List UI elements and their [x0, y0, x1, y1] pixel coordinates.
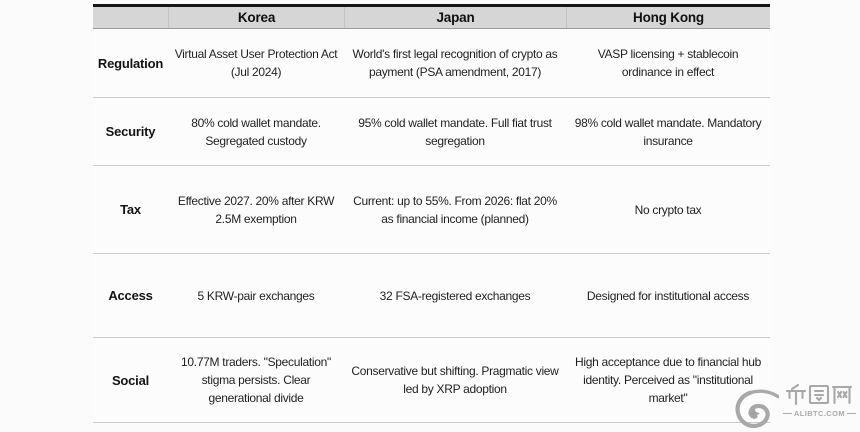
row-label-regulation: Regulation [97, 55, 164, 71]
watermark-site-name [786, 383, 853, 406]
cell-access-japan: 32 FSA-registered exchanges [379, 288, 531, 303]
cell-social-korea: 10.77M traders. "Speculation" stigma per… [181, 355, 331, 405]
cell-access-hong-kong: Designed for institutional access [586, 288, 750, 303]
dash-line [847, 413, 856, 414]
cell-regulation-hong-kong: VASP licensing + stablecoin ordinance in… [597, 47, 739, 79]
watermark-url: ALIBTC.COM [781, 409, 858, 418]
header-cell-hong-kong: Hong Kong [566, 7, 770, 28]
cell-access-korea: 5 KRW-pair exchanges [197, 288, 315, 303]
cell-tax-japan: Current: up to 55%. From 2026: flat 20% … [353, 193, 557, 226]
site-watermark: ALIBTC.COM [733, 383, 858, 431]
table-row-tax: Tax Effective 2027. 20% after KRW 2.5M e… [93, 166, 770, 254]
row-label-social: Social [111, 372, 150, 388]
cell-security-hong-kong: 98% cold wallet mandate. Mandatory insur… [574, 115, 762, 148]
table-row-regulation: Regulation Virtual Asset User Protection… [93, 29, 770, 98]
cell-social-japan: Conservative but shifting. Pragmatic vie… [351, 364, 559, 396]
dash-line [782, 413, 792, 414]
cell-regulation-korea: Virtual Asset User Protection Act (Jul 2… [174, 47, 338, 79]
header-cell-japan: Japan [344, 7, 566, 28]
cell-tax-korea: Effective 2027. 20% after KRW 2.5M exemp… [177, 193, 335, 226]
cell-social-hong-kong: High acceptance due to financial hub ide… [574, 355, 761, 405]
cell-security-korea: 80% cold wallet mandate. Segregated cust… [191, 115, 321, 148]
watermark-url-text: ALIBTC.COM [793, 409, 845, 418]
table-header-row: Korea Japan Hong Kong [93, 7, 770, 29]
row-label-security: Security [105, 124, 156, 139]
row-label-access: Access [108, 288, 153, 303]
table-row-social: Social 10.77M traders. "Speculation" sti… [93, 338, 770, 423]
row-label-tax: Tax [120, 202, 141, 217]
cell-security-japan: 95% cold wallet mandate. Full fiat trust… [358, 115, 552, 148]
table-row-access: Access 5 KRW-pair exchanges 32 FSA-regis… [93, 254, 770, 338]
cell-regulation-japan: World's first legal recognition of crypt… [352, 47, 558, 79]
header-cell-korea: Korea [168, 7, 344, 28]
cell-tax-hong-kong: No crypto tax [634, 202, 702, 217]
swirl-star-logo-icon [735, 389, 779, 429]
table-row-security: Security 80% cold wallet mandate. Segreg… [93, 98, 770, 166]
header-cell-empty [93, 7, 168, 28]
comparison-table: Korea Japan Hong Kong Regulation Virtual… [93, 4, 770, 423]
